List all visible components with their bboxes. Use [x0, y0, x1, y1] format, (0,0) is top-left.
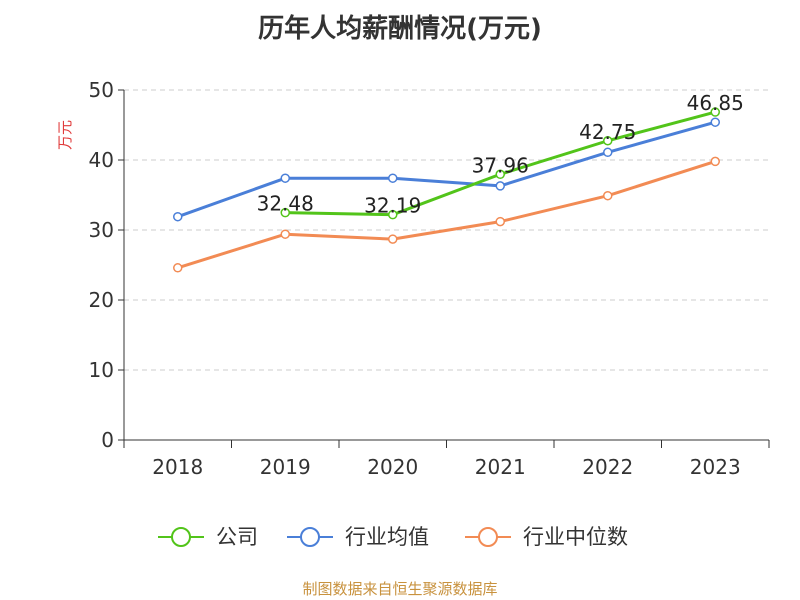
data-point — [603, 147, 613, 158]
x-tick-label: 2020 — [367, 455, 418, 479]
legend-label: 行业均值 — [345, 525, 429, 549]
legend-marker — [300, 527, 320, 547]
legend-label: 行业中位数 — [523, 525, 628, 549]
data-point — [495, 169, 505, 180]
x-tick-label: 2022 — [582, 455, 633, 479]
series-line — [177, 120, 716, 219]
data-point — [495, 181, 505, 191]
data-label: 32.19 — [364, 194, 421, 218]
source-note: 制图数据来自恒生聚源数据库 — [302, 580, 498, 598]
data-label: 32.48 — [257, 192, 314, 216]
data-label: 46.85 — [687, 91, 744, 115]
data-point — [388, 209, 398, 220]
y-tick-label: 30 — [89, 218, 114, 242]
data-point — [388, 234, 398, 244]
x-tick-label: 2023 — [690, 455, 741, 479]
data-label: 37.96 — [472, 153, 529, 177]
series-line — [177, 159, 716, 270]
legend-marker — [171, 527, 191, 547]
y-axis-label: 万元 — [56, 120, 74, 150]
data-point — [603, 136, 613, 146]
x-tick-label: 2021 — [475, 455, 526, 479]
data-point — [280, 207, 290, 218]
data-point — [388, 173, 398, 183]
data-label: 42.75 — [579, 120, 636, 144]
y-tick-label: 0 — [101, 428, 114, 452]
x-tick-label: 2018 — [152, 455, 203, 479]
data-point — [173, 263, 183, 273]
data-point — [710, 156, 720, 167]
y-tick-label: 40 — [89, 148, 114, 172]
y-tick-label: 50 — [89, 78, 114, 102]
data-point — [173, 211, 183, 222]
data-point — [495, 216, 505, 227]
y-tick-label: 10 — [89, 358, 114, 382]
data-point — [280, 173, 290, 183]
x-tick-label: 2019 — [260, 455, 311, 479]
data-point — [603, 190, 613, 201]
legend-marker — [478, 527, 498, 547]
data-point — [710, 117, 720, 127]
legend-label: 公司 — [216, 525, 258, 549]
data-point — [280, 229, 290, 239]
y-tick-label: 20 — [89, 288, 114, 312]
data-point — [710, 107, 720, 117]
chart-title: 历年人均薪酬情况(万元) — [258, 14, 542, 44]
